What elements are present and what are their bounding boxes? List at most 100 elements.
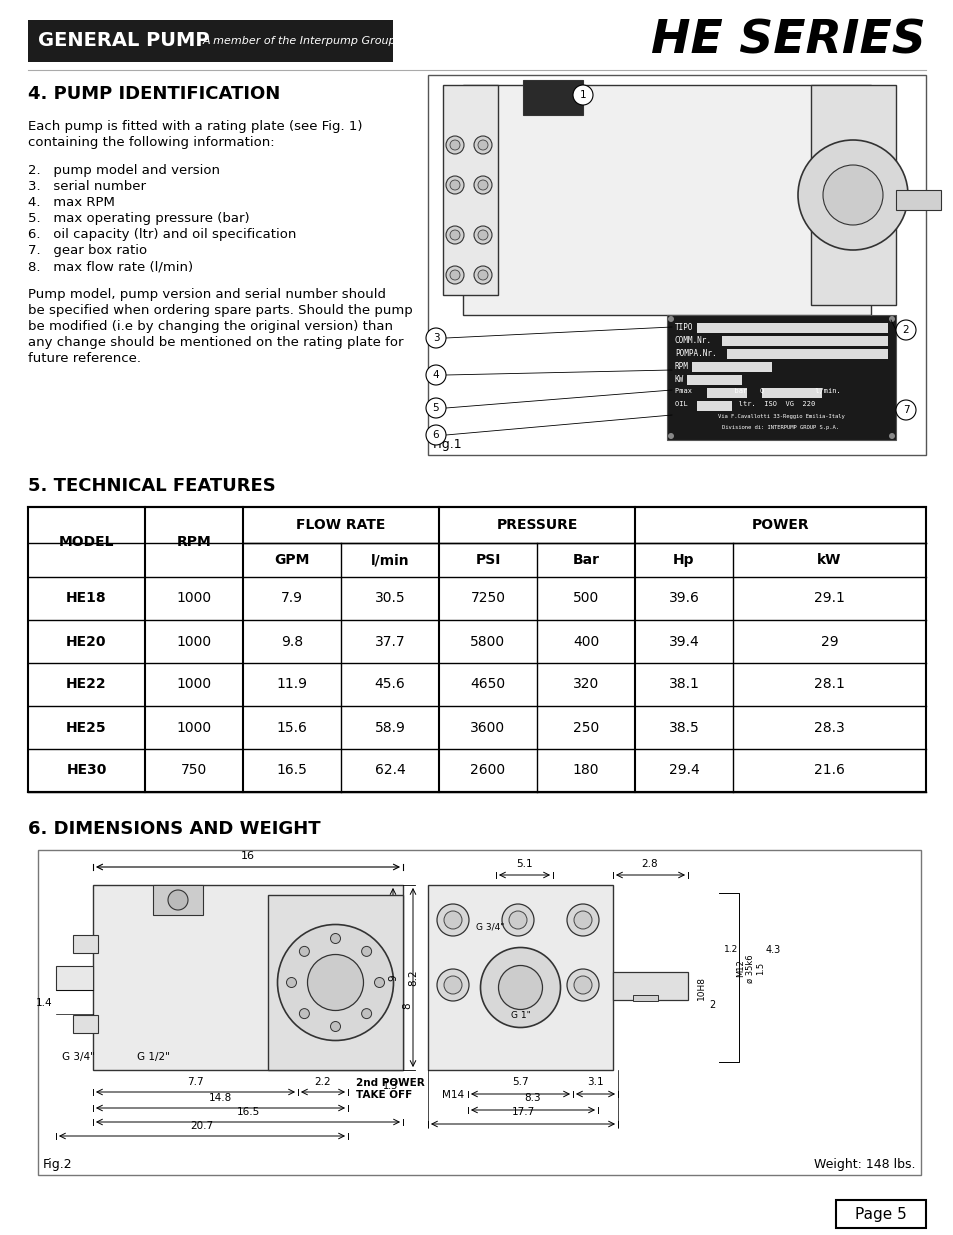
Bar [73, 935, 98, 953]
Circle shape [474, 226, 492, 245]
Text: 10H8: 10H8 [697, 976, 705, 999]
Text: 3.1: 3.1 [587, 1077, 603, 1087]
Text: Via F.Cavallotti 33-Reggio Emilia-Italy: Via F.Cavallotti 33-Reggio Emilia-Italy [717, 414, 843, 419]
Circle shape [477, 180, 488, 190]
Bar [28, 20, 393, 62]
Bar [691, 362, 771, 372]
Circle shape [426, 366, 446, 385]
Text: Pmax          bar   Q            l/min.: Pmax bar Q l/min. [675, 388, 840, 394]
Text: 1000: 1000 [176, 678, 212, 692]
Bar [428, 885, 613, 1070]
Bar [522, 80, 582, 115]
Text: 17.7: 17.7 [511, 1107, 534, 1116]
Text: 45.6: 45.6 [375, 678, 405, 692]
Text: 7: 7 [902, 405, 908, 415]
Text: COMM.Nr.: COMM.Nr. [675, 336, 711, 345]
Bar [697, 324, 887, 333]
Text: 1.2: 1.2 [723, 945, 738, 955]
Text: RPM: RPM [176, 535, 212, 550]
Circle shape [299, 946, 309, 956]
Circle shape [443, 911, 461, 929]
Text: 3: 3 [433, 333, 438, 343]
Circle shape [450, 140, 459, 149]
Text: Fig.1: Fig.1 [433, 438, 462, 451]
Circle shape [895, 400, 915, 420]
Circle shape [477, 270, 488, 280]
Bar [835, 1200, 925, 1228]
Circle shape [888, 433, 894, 438]
Bar [73, 1015, 98, 1032]
Text: be specified when ordering spare parts. Should the pump: be specified when ordering spare parts. … [28, 304, 413, 317]
Text: 38.1: 38.1 [668, 678, 699, 692]
Text: G 1": G 1" [510, 1011, 530, 1020]
Text: GENERAL PUMP: GENERAL PUMP [38, 32, 210, 51]
Circle shape [474, 177, 492, 194]
Circle shape [426, 329, 446, 348]
Bar [726, 350, 887, 359]
Text: 8.3: 8.3 [524, 1093, 540, 1103]
Text: 1.4: 1.4 [35, 999, 52, 1009]
Circle shape [450, 180, 459, 190]
Text: be modified (i.e by changing the original version) than: be modified (i.e by changing the origina… [28, 320, 393, 333]
Circle shape [477, 140, 488, 149]
Circle shape [667, 433, 673, 438]
Bar [268, 895, 402, 1070]
Text: 21.6: 21.6 [813, 763, 844, 778]
Circle shape [797, 140, 907, 249]
Text: 2nd POWER
TAKE OFF: 2nd POWER TAKE OFF [355, 1078, 424, 1100]
Circle shape [566, 904, 598, 936]
Text: 4650: 4650 [470, 678, 505, 692]
Bar [28, 508, 925, 792]
Text: RPM: RPM [675, 362, 688, 370]
Text: 6.   oil capacity (ltr) and oil specification: 6. oil capacity (ltr) and oil specificat… [28, 228, 296, 241]
Text: MODEL: MODEL [59, 535, 114, 550]
Text: 180: 180 [572, 763, 598, 778]
Text: 5.7: 5.7 [512, 1077, 528, 1087]
Circle shape [501, 904, 534, 936]
Text: 1000: 1000 [176, 635, 212, 648]
Bar [428, 75, 925, 454]
Text: HE20: HE20 [66, 635, 107, 648]
Circle shape [888, 316, 894, 322]
Text: Page 5: Page 5 [854, 1207, 906, 1221]
Text: 9: 9 [388, 974, 397, 981]
Text: ø 35k6: ø 35k6 [745, 953, 754, 983]
Circle shape [509, 911, 526, 929]
Circle shape [474, 136, 492, 154]
Circle shape [509, 976, 526, 994]
Text: Hp: Hp [673, 553, 694, 567]
Circle shape [573, 85, 593, 105]
Bar [613, 972, 687, 999]
Circle shape [299, 1009, 309, 1019]
Text: 20.7: 20.7 [191, 1121, 213, 1131]
Text: TIPO: TIPO [675, 324, 693, 332]
Bar [56, 966, 92, 989]
Text: 28.3: 28.3 [813, 720, 844, 735]
Circle shape [443, 976, 461, 994]
Circle shape [436, 904, 469, 936]
Text: HE18: HE18 [66, 592, 107, 605]
Circle shape [822, 165, 882, 225]
Circle shape [480, 947, 560, 1028]
Text: 320: 320 [572, 678, 598, 692]
Circle shape [895, 320, 915, 340]
Text: Bar: Bar [572, 553, 598, 567]
Text: 1000: 1000 [176, 592, 212, 605]
Circle shape [566, 969, 598, 1002]
Text: KW: KW [675, 375, 683, 384]
Text: 14.8: 14.8 [209, 1093, 232, 1103]
Circle shape [477, 230, 488, 240]
Circle shape [446, 226, 463, 245]
Text: PSI: PSI [475, 553, 500, 567]
Text: G 3/4": G 3/4" [476, 923, 504, 931]
Text: 38.5: 38.5 [668, 720, 699, 735]
Circle shape [330, 1021, 340, 1031]
Text: 400: 400 [572, 635, 598, 648]
Bar [721, 336, 887, 346]
Text: future reference.: future reference. [28, 352, 141, 366]
Text: 39.4: 39.4 [668, 635, 699, 648]
Text: 29.4: 29.4 [668, 763, 699, 778]
Circle shape [330, 934, 340, 944]
Text: 4. PUMP IDENTIFICATION: 4. PUMP IDENTIFICATION [28, 85, 280, 103]
Bar [686, 375, 741, 385]
